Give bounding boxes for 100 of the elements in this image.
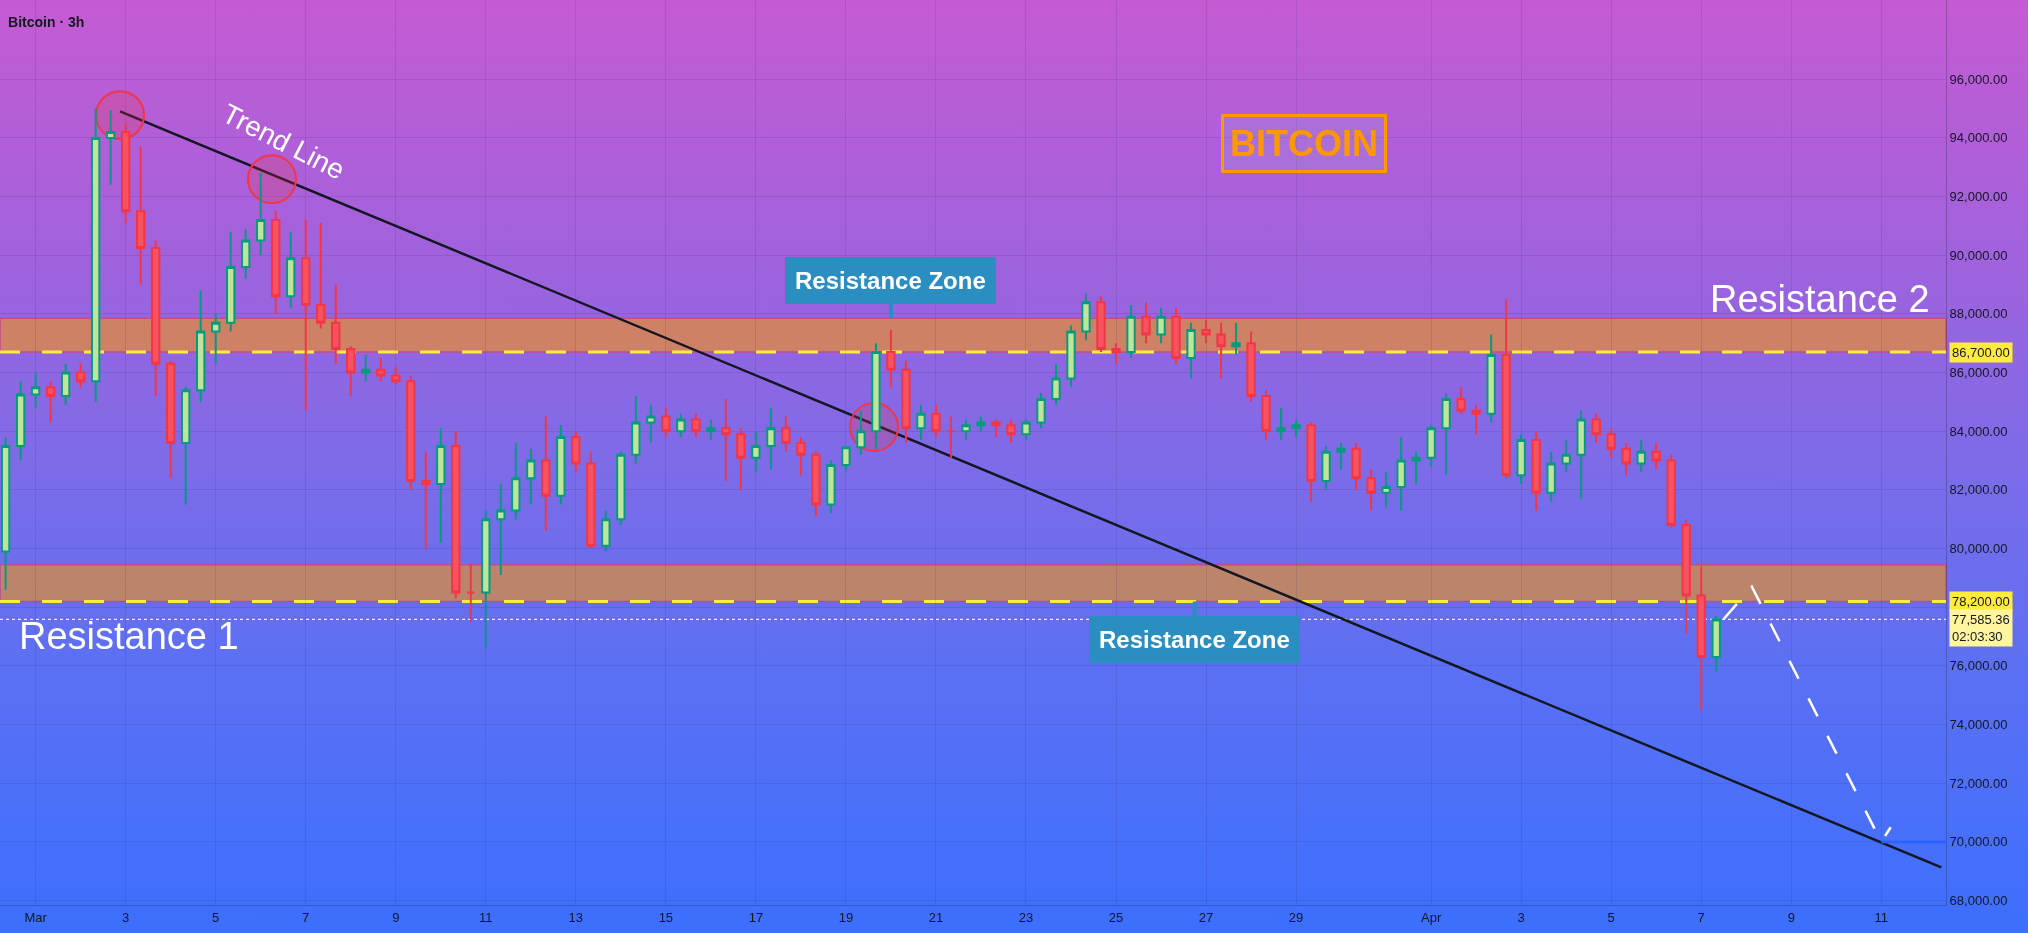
candlestick [871,342,881,450]
candlestick [1036,392,1046,430]
y-tick-label: 68,000.00 [1949,893,2008,909]
candlestick [1681,518,1691,635]
y-tick-label: 90,000.00 [1949,247,2008,263]
candlestick [136,145,146,286]
x-tick-label: 15 [658,909,674,925]
x-tick-label: Apr [1421,909,1442,925]
candlestick [1696,565,1706,711]
candlestick [721,397,731,483]
candlestick [1441,392,1451,477]
candlestick [991,418,1001,439]
y-tick-label: 70,000.00 [1949,834,2008,850]
candlestick [45,380,56,424]
candlestick [181,386,191,506]
candlestick [1336,441,1346,471]
x-tick-label: 17 [748,909,764,925]
candlestick [976,415,986,433]
candlestick [706,418,716,442]
candlestick [346,345,356,398]
y-tick-label: 72,000.00 [1949,775,2008,791]
candlestick [286,230,296,310]
candlestick [631,395,641,465]
candlestick [766,406,776,471]
candlestick [75,362,86,389]
candlestick [1276,406,1286,442]
candlestick [1396,436,1406,512]
candlestick [736,427,746,491]
annotation: Resistance 1 [19,615,239,657]
candlestick [856,409,866,456]
y-tick-label: 82,000.00 [1949,482,2008,498]
candlestick [496,483,506,576]
x-tick-label: 11 [1874,909,1889,925]
candlestick [826,459,836,515]
y-tick-label: 88,000.00 [1949,306,2008,322]
candlestick [271,210,281,315]
y-tick-label: 84,000.00 [1949,423,2008,439]
candlestick [1366,468,1376,512]
ref-line-label: 78,200.00 [1952,594,2010,609]
candlestick [781,415,791,453]
candlestick [1711,615,1721,673]
candlestick [1111,342,1121,365]
annotation: Resistance Zone [1099,626,1290,653]
candlestick [811,450,821,518]
candlestick [1501,298,1511,480]
x-tick-label: 29 [1288,909,1304,925]
candlestick [1411,450,1421,486]
candlestick [796,436,806,477]
candlestick [1651,441,1661,471]
candlestick [1516,433,1526,486]
candlestick [376,356,386,383]
candlestick [481,509,491,650]
candlestick [1666,453,1676,530]
candlestick [331,283,341,365]
candlestick [1066,324,1076,389]
ref-line-label: 77,585.36 02:03:30 [1952,612,2010,644]
candlestick [961,418,971,442]
candlestick [15,380,26,462]
candlestick [1006,418,1016,444]
y-tick-label: 76,000.00 [1949,658,2008,674]
candlestick [916,403,926,442]
candlestick [661,406,671,439]
x-tick-label: 23 [1018,909,1034,925]
candlestick [196,289,206,403]
candlestick [931,403,941,439]
x-tick-label: 7 [302,909,310,925]
candlestick [436,427,446,544]
candlestick [1576,409,1586,500]
candlestick [691,412,701,439]
y-tick-label: 94,000.00 [1949,130,2008,146]
x-tick-label: 5 [1607,909,1615,925]
candlestick [616,450,626,527]
candlestick [1216,321,1226,380]
candlestick [0,436,11,591]
candlestick [120,122,131,224]
candlestick [1126,304,1136,359]
y-tick-label: 92,000.00 [1949,189,2008,205]
annotation: BITCOIN [1230,123,1378,164]
candlestick [1306,421,1316,503]
candlestick [105,109,116,186]
candlestick [1531,430,1541,512]
candlestick [1621,441,1631,477]
y-tick-label: 86,000.00 [1949,365,2008,381]
x-tick-label: 11 [479,909,493,925]
x-tick-label: 25 [1108,909,1124,925]
x-tick-label: 21 [928,909,944,925]
candlestick [556,424,566,506]
candlestick [1456,386,1466,415]
candlestick [1426,424,1436,468]
candlestick [1141,301,1151,345]
candlestick [60,362,71,406]
candlestick [1291,418,1301,439]
x-tick-label: 19 [838,909,854,925]
candlestick [1561,439,1571,474]
candlestick [841,444,851,474]
candlestick [571,430,581,474]
candlestick [511,441,521,521]
candlestick [406,374,416,491]
annotation: Resistance Zone [795,267,986,294]
candlestick [886,329,896,389]
